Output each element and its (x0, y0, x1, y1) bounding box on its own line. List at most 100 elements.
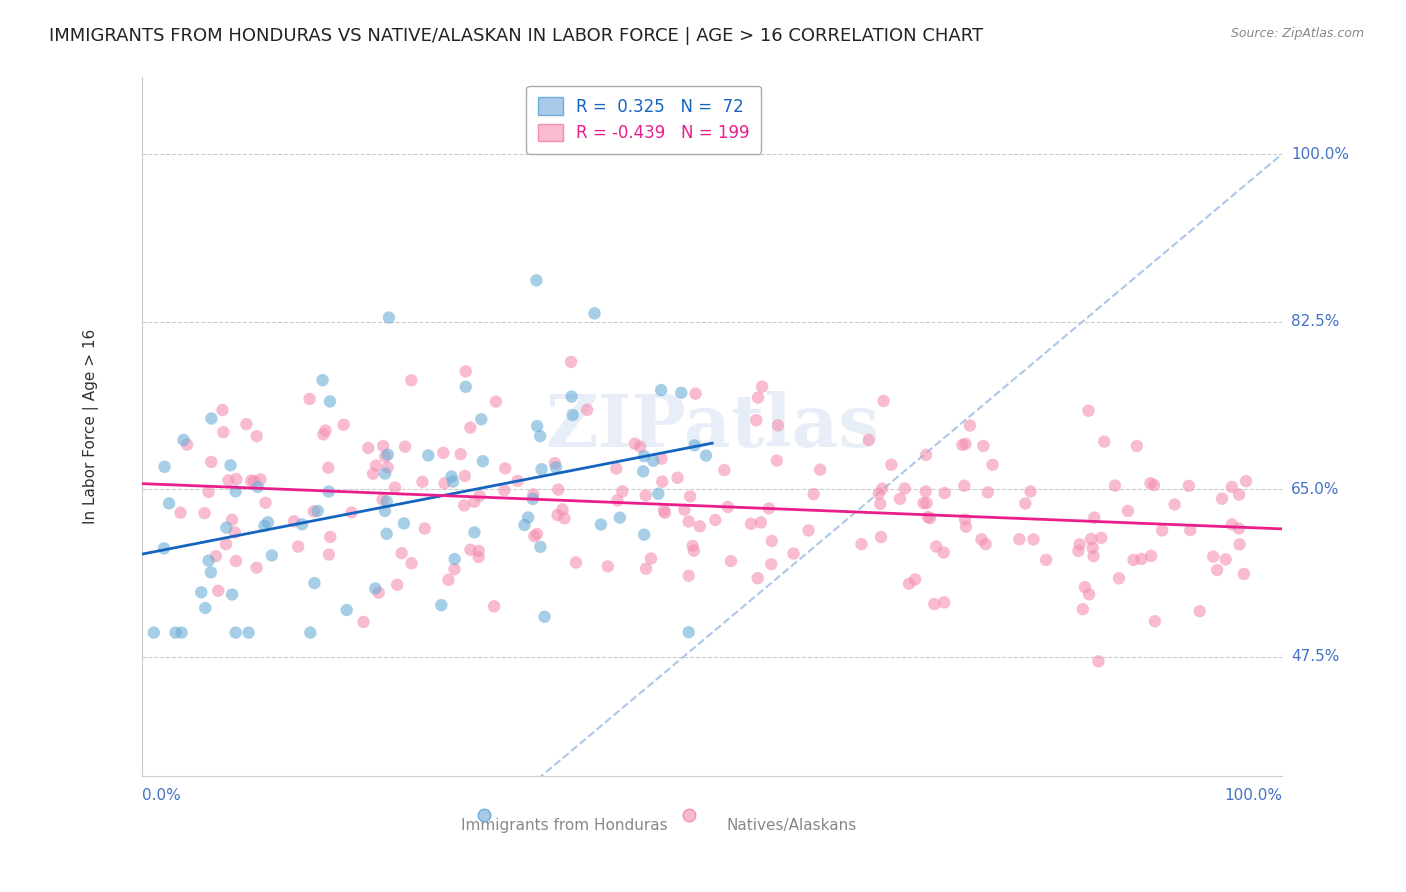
Point (651, 475, 673, 489)
Point (470, 412, 492, 426)
Point (547, 508, 569, 522)
Point (1008, 533, 1031, 547)
Point (970, 533, 993, 547)
Point (1067, 544, 1090, 558)
Point (959, 418, 981, 433)
Point (547, 483, 569, 497)
Point (533, 609, 555, 624)
Point (437, 573, 460, 587)
Point (685, 386, 707, 401)
Point (215, 537, 238, 551)
Point (401, 373, 423, 387)
Point (384, 481, 406, 495)
Point (523, 529, 546, 543)
Point (576, 402, 599, 417)
Point (1211, 491, 1233, 506)
Point (561, 408, 583, 422)
Point (747, 391, 769, 405)
Point (526, 527, 548, 541)
Point (1140, 549, 1163, 563)
Point (246, 560, 269, 574)
Point (219, 458, 242, 473)
Point (1108, 571, 1130, 585)
Point (1122, 553, 1144, 567)
Point (934, 486, 956, 500)
Point (1215, 552, 1237, 566)
Point (1202, 549, 1225, 564)
Point (367, 585, 389, 599)
Point (526, 419, 548, 434)
Point (454, 364, 477, 378)
Point (371, 492, 394, 507)
Text: 65.0%: 65.0% (1291, 482, 1340, 497)
Text: ZIPatlas: ZIPatlas (546, 392, 879, 462)
Point (1083, 549, 1105, 563)
Point (1178, 479, 1201, 493)
Point (387, 578, 409, 592)
Point (1081, 541, 1104, 555)
Point (1080, 532, 1102, 546)
Point (636, 562, 658, 576)
Point (529, 540, 551, 554)
Point (454, 469, 477, 483)
Point (609, 510, 631, 524)
Point (205, 549, 228, 564)
Point (364, 582, 387, 596)
Point (364, 458, 387, 473)
Point (1139, 476, 1161, 491)
Point (361, 467, 384, 481)
Point (561, 390, 583, 404)
Text: Source: ZipAtlas.com: Source: ZipAtlas.com (1230, 27, 1364, 40)
Point (678, 625, 700, 640)
Text: IMMIGRANTS FROM HONDURAS VS NATIVE/ALASKAN IN LABOR FORCE | AGE > 16 CORRELATION: IMMIGRANTS FROM HONDURAS VS NATIVE/ALASK… (49, 27, 983, 45)
Point (758, 501, 780, 516)
Point (197, 553, 219, 567)
Legend: R =  0.325   N =  72, R = -0.439   N = 199: R = 0.325 N = 72, R = -0.439 N = 199 (526, 86, 762, 153)
Point (246, 480, 269, 494)
Point (257, 516, 280, 530)
Point (443, 562, 465, 576)
Point (454, 380, 477, 394)
Point (633, 449, 655, 463)
Point (377, 460, 399, 475)
Point (713, 463, 735, 477)
Point (955, 519, 977, 533)
Point (299, 625, 322, 640)
Point (953, 512, 976, 526)
Point (761, 558, 783, 572)
Point (170, 625, 193, 640)
Point (522, 491, 544, 506)
Point (319, 394, 342, 409)
Point (200, 411, 222, 425)
Point (430, 598, 453, 612)
Point (467, 549, 489, 564)
Point (606, 493, 628, 508)
Point (391, 546, 413, 560)
Point (238, 625, 260, 640)
Point (749, 516, 772, 530)
Point (336, 603, 359, 617)
Point (650, 383, 672, 397)
Point (243, 474, 266, 488)
Point (870, 482, 893, 496)
Point (506, 474, 529, 488)
Point (225, 554, 247, 568)
Point (1078, 587, 1101, 601)
Point (468, 489, 491, 503)
Point (652, 503, 675, 517)
Point (782, 547, 804, 561)
Text: 0.0%: 0.0% (142, 788, 181, 803)
Point (745, 413, 768, 427)
Point (460, 420, 482, 434)
Point (450, 447, 472, 461)
Point (224, 525, 246, 540)
Point (283, 514, 305, 528)
Point (647, 487, 669, 501)
Point (529, 429, 551, 443)
Point (761, 533, 783, 548)
Point (460, 542, 482, 557)
Point (640, 551, 662, 566)
Point (704, 513, 727, 527)
Point (1083, 510, 1105, 524)
Point (441, 475, 464, 489)
